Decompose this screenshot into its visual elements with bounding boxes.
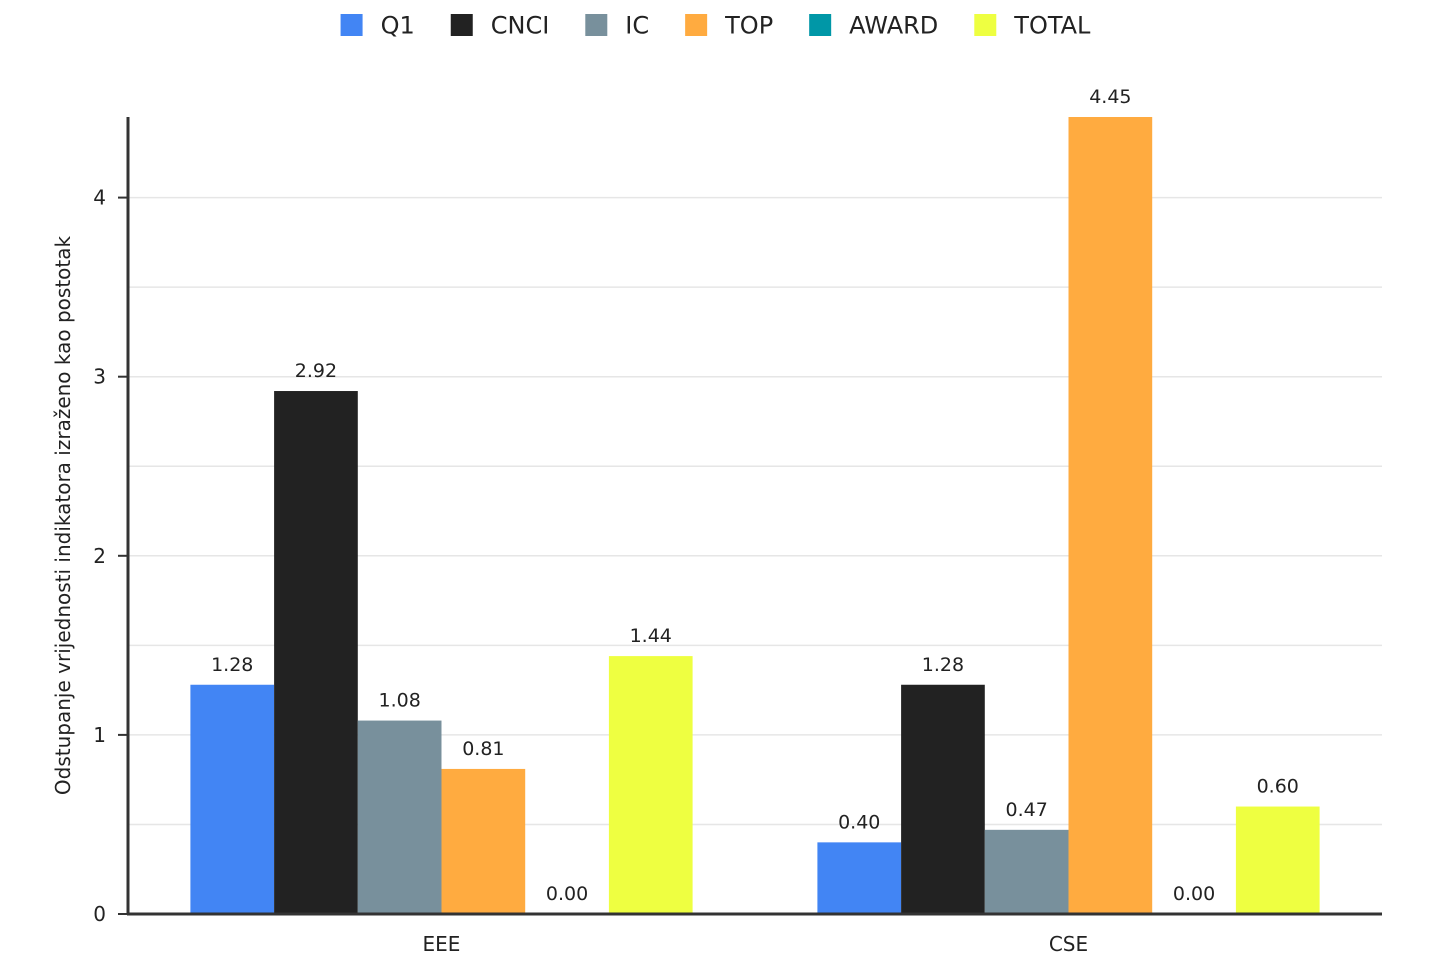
bar-cnci-cse bbox=[901, 684, 985, 914]
bar-top-cse bbox=[1068, 117, 1153, 914]
data-label: 1.44 bbox=[630, 625, 672, 647]
data-label: 1.28 bbox=[922, 654, 964, 676]
y-tick-label: 4 bbox=[93, 186, 106, 210]
bars bbox=[190, 117, 1320, 914]
y-tick-label: 2 bbox=[93, 544, 106, 568]
legend-swatch bbox=[809, 14, 832, 36]
data-label: 0.81 bbox=[462, 738, 504, 760]
data-label: 0.00 bbox=[546, 883, 588, 905]
legend-swatch bbox=[685, 14, 708, 36]
legend-item-total[interactable]: TOTAL bbox=[974, 12, 1091, 40]
bar-q1-cse bbox=[817, 842, 902, 914]
data-label: 0.47 bbox=[1005, 799, 1047, 821]
bar-ic-eee bbox=[357, 720, 442, 914]
legend-label: AWARD bbox=[849, 12, 938, 40]
x-category-label: CSE bbox=[1049, 932, 1088, 956]
data-label: 1.28 bbox=[211, 654, 253, 676]
bar-total-cse bbox=[1235, 806, 1320, 914]
legend-label: TOTAL bbox=[1013, 12, 1091, 40]
legend-label: TOP bbox=[724, 12, 773, 40]
legend-label: Q1 bbox=[381, 12, 415, 40]
y-tick-label: 1 bbox=[93, 723, 106, 747]
legend-label: IC bbox=[625, 12, 649, 40]
data-label: 0.00 bbox=[1173, 883, 1215, 905]
y-axis-ticks: 0 1 2 3 4 bbox=[93, 186, 128, 926]
legend-swatch bbox=[340, 14, 363, 36]
legend-item-award[interactable]: AWARD bbox=[809, 12, 938, 40]
y-axis-title: Odstupanje vrijednosti indikatora izraže… bbox=[51, 236, 75, 796]
legend-label: CNCI bbox=[491, 12, 550, 40]
legend-swatch bbox=[974, 14, 997, 36]
x-axis-labels: EEE CSE bbox=[423, 932, 1089, 956]
legend-swatch bbox=[450, 14, 473, 36]
x-category-label: EEE bbox=[423, 932, 461, 956]
legend: Q1 CNCI IC TOP AWARD TOTAL bbox=[340, 12, 1091, 40]
legend-item-q1[interactable]: Q1 bbox=[340, 12, 415, 40]
data-label: 4.45 bbox=[1089, 86, 1131, 108]
y-tick-label: 0 bbox=[93, 902, 106, 926]
data-label: 2.92 bbox=[295, 360, 337, 382]
legend-swatch bbox=[585, 14, 608, 36]
bar-q1-eee bbox=[190, 684, 275, 914]
legend-item-top[interactable]: TOP bbox=[685, 12, 773, 40]
value-labels: 1.28 2.92 1.08 0.81 0.00 1.44 0.40 1.28 0.47 4.45… bbox=[211, 86, 1299, 905]
bar-cnci-eee bbox=[274, 391, 358, 914]
data-label: 1.08 bbox=[378, 690, 420, 712]
bar-total-eee bbox=[608, 656, 693, 914]
bar-top-eee bbox=[441, 768, 526, 914]
data-label: 0.40 bbox=[838, 811, 880, 833]
bar-ic-cse bbox=[984, 829, 1069, 914]
legend-item-ic[interactable]: IC bbox=[585, 12, 649, 40]
y-tick-label: 3 bbox=[93, 365, 106, 389]
legend-item-cnci[interactable]: CNCI bbox=[450, 12, 550, 40]
data-label: 0.60 bbox=[1257, 776, 1299, 798]
